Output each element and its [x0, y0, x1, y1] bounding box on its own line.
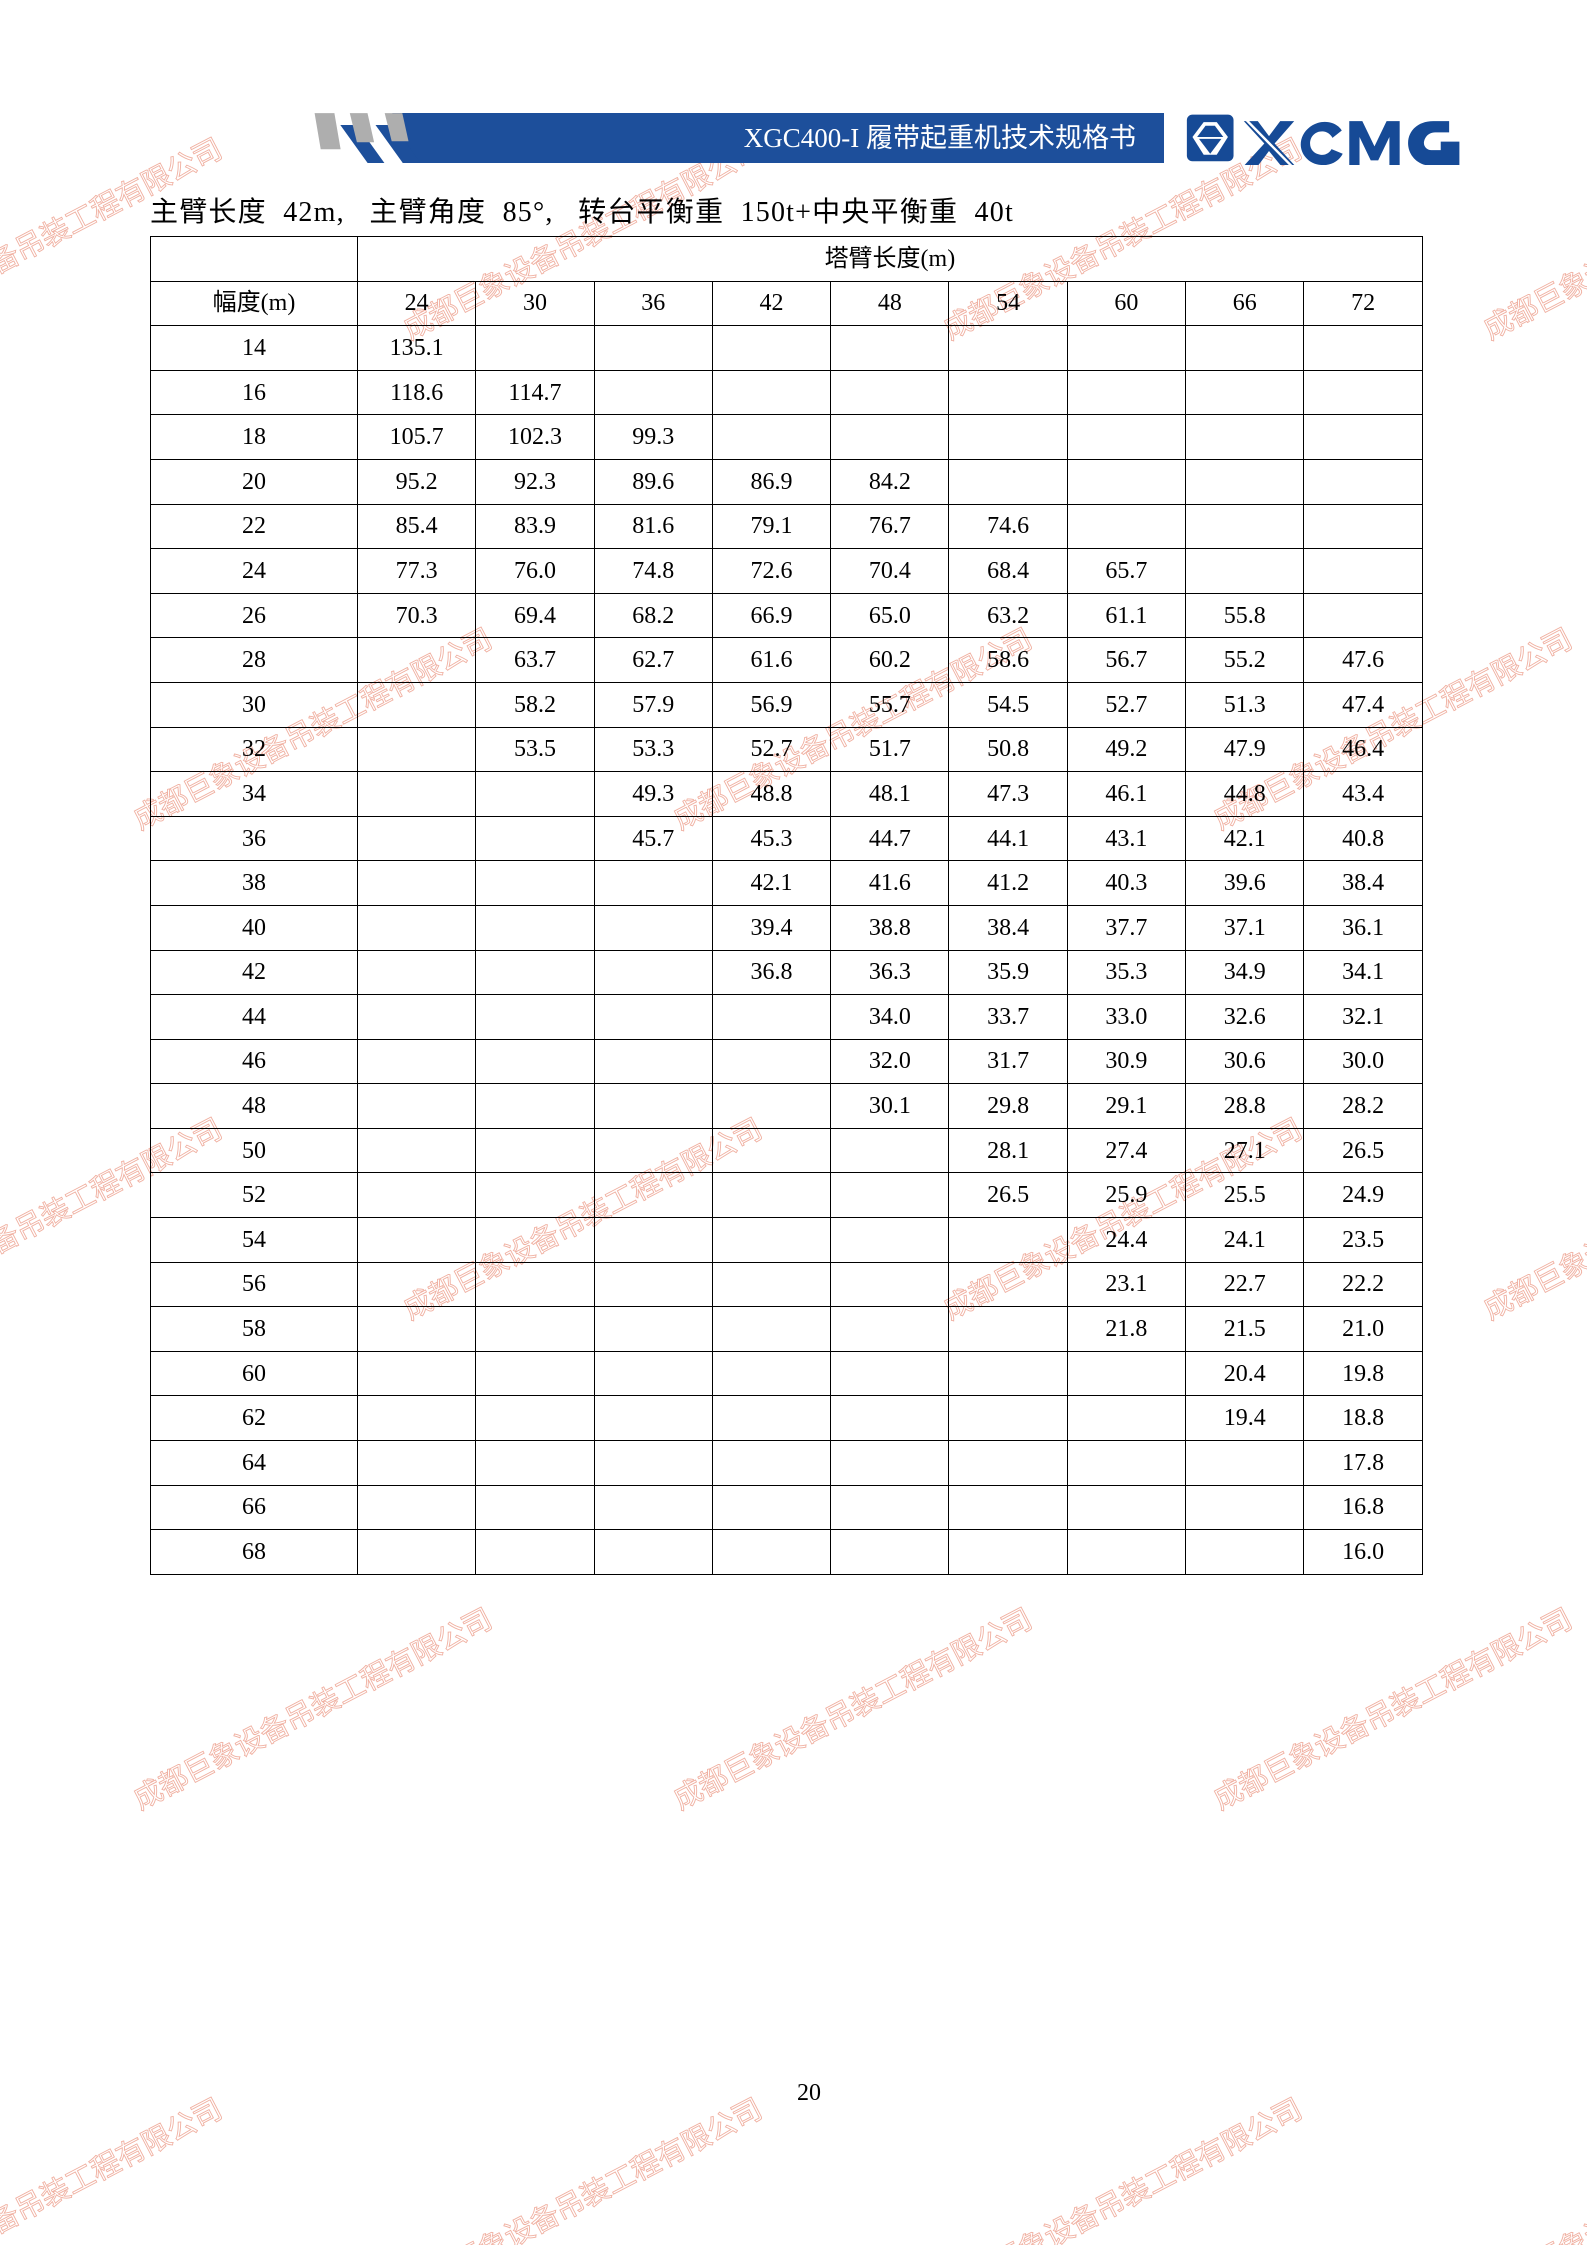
svg-text:成都巨象设备吊装工程有限公司: 成都巨象设备吊装工程有限公司	[1478, 2093, 1587, 2245]
svg-text:成都巨象设备吊装工程有限公司: 成都巨象设备吊装工程有限公司	[668, 1603, 1037, 1817]
svg-text:成都巨象设备吊装工程有限公司: 成都巨象设备吊装工程有限公司	[398, 2093, 767, 2245]
svg-text:成都巨象设备吊装工程有限公司: 成都巨象设备吊装工程有限公司	[1478, 1113, 1587, 1327]
svg-text:成都巨象设备吊装工程有限公司: 成都巨象设备吊装工程有限公司	[938, 2093, 1307, 2245]
svg-text:成都巨象设备吊装工程有限公司: 成都巨象设备吊装工程有限公司	[0, 2093, 227, 2245]
svg-text:成都巨象设备吊装工程有限公司: 成都巨象设备吊装工程有限公司	[1478, 133, 1587, 347]
svg-text:成都巨象设备吊装工程有限公司: 成都巨象设备吊装工程有限公司	[1208, 1603, 1577, 1817]
svg-text:成都巨象设备吊装工程有限公司: 成都巨象设备吊装工程有限公司	[128, 1603, 497, 1817]
